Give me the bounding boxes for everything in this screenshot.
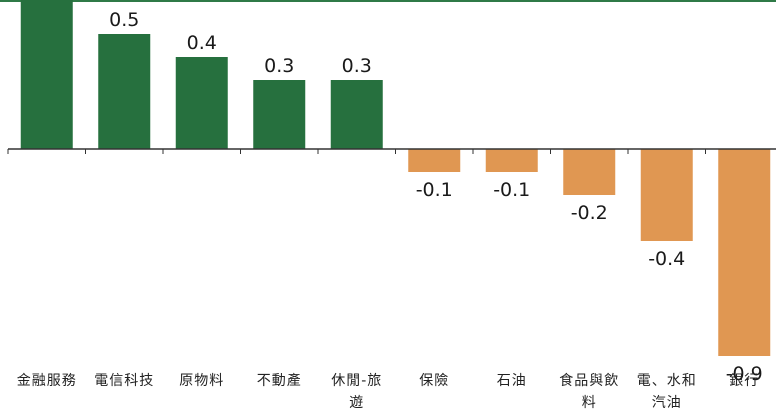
bar-10 [718,149,771,356]
value-label-10: -0.9 [726,363,763,385]
category-label-line: 金融服務 [17,373,77,389]
category-label-line: 原物料 [179,373,224,389]
value-label-4: 0.3 [264,55,294,77]
axis-ticks-group [7,149,706,154]
bar-1 [20,0,73,149]
value-label-9: -0.4 [648,248,685,270]
value-label-3: 0.4 [187,32,217,54]
category-label-line: 不動產 [257,372,302,389]
value-label-2: 0.5 [109,9,139,31]
category-label-line: 遊 [349,395,364,411]
bar-6 [408,149,461,172]
category-label-line: 保險 [419,373,449,389]
category-label-line: 食品與飲 [559,372,619,389]
category-label-8: 食品與飲料 [559,372,619,411]
category-label-9: 電、水和汽油 [637,373,697,411]
bar-9 [640,149,693,241]
category-label-3: 原物料 [179,373,224,389]
bar-3 [175,57,228,149]
category-label-line: 電、水和 [637,373,697,389]
category-label-5: 休閒-旅遊 [331,373,382,411]
category-label-line: 休閒-旅 [331,373,382,389]
category-label-line: 汽油 [652,395,682,411]
bar-2 [98,34,151,149]
value-label-6: -0.1 [416,179,453,201]
category-label-6: 保險 [419,373,449,389]
category-label-line: 料 [582,395,597,411]
category-label-line: 銀行 [729,373,759,389]
category-label-2: 電信科技 [94,373,154,389]
value-labels-group: 0.70.50.40.30.3-0.1-0.1-0.2-0.4-0.9 [109,9,763,385]
category-label-7: 石油 [497,373,527,389]
bar-7 [485,149,538,172]
value-label-5: 0.3 [342,55,372,77]
bar-4 [253,80,306,149]
category-label-4: 不動產 [257,372,302,389]
category-label-line: 電信科技 [94,373,154,389]
category-label-10: 銀行 [729,373,759,389]
category-label-1: 金融服務 [17,373,77,389]
value-label-7: -0.1 [493,179,530,201]
value-label-8: -0.2 [571,202,608,224]
bars-group [20,0,771,356]
bar-5 [330,80,383,149]
category-label-line: 石油 [497,373,527,389]
bar-8 [563,149,616,195]
